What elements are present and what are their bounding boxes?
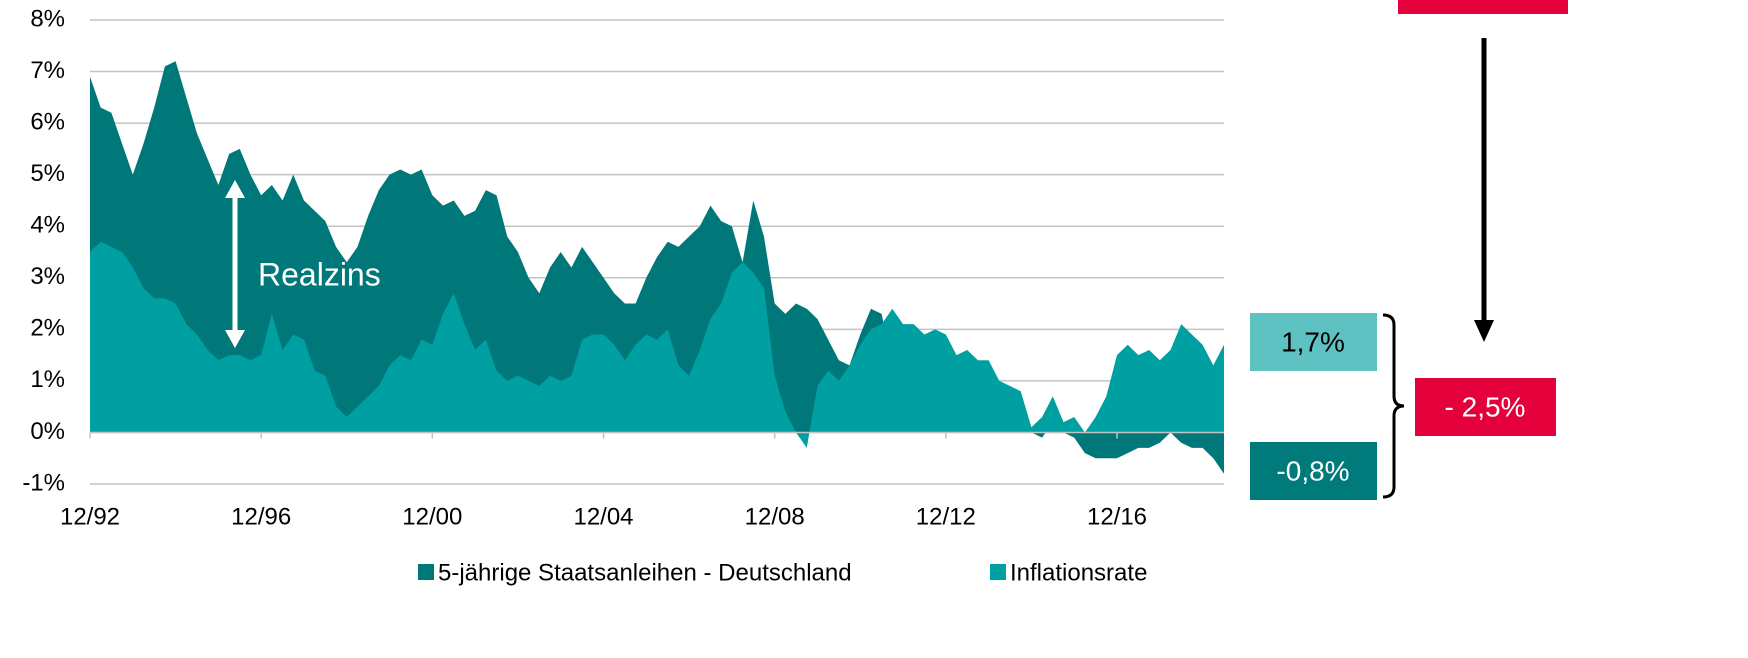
box-real xyxy=(1415,378,1556,436)
y-tick-label: 0% xyxy=(30,418,65,445)
y-tick-label: -1% xyxy=(22,469,65,496)
box-yield xyxy=(1250,442,1377,500)
x-tick-label: 12/08 xyxy=(745,503,805,530)
legend-label: Inflationsrate xyxy=(1010,559,1147,586)
arrow-head xyxy=(225,180,245,198)
box-inflation xyxy=(1250,313,1377,371)
y-tick-label: 1% xyxy=(30,366,65,393)
y-tick-label: 2% xyxy=(30,315,65,342)
y-tick-label: 8% xyxy=(30,5,65,32)
arrow-head xyxy=(1474,320,1494,342)
x-tick-label: 12/12 xyxy=(916,503,976,530)
legend-swatch xyxy=(990,564,1006,580)
area xyxy=(90,241,1224,448)
y-tick-label: 5% xyxy=(30,160,65,187)
box-real-label: - 2,5% xyxy=(1445,391,1526,422)
x-tick-label: 12/00 xyxy=(402,503,462,530)
brace xyxy=(1382,313,1405,499)
legend-swatch xyxy=(418,564,434,580)
x-tick-label: 12/96 xyxy=(231,503,291,530)
y-tick-label: 6% xyxy=(30,108,65,135)
plot: -1% 0% 1% 2% 3% 4% 5% 6% 7% 8% 12/92 12/96 12/00 12/0… xyxy=(22,5,1224,530)
red-box-top xyxy=(1398,0,1568,14)
y-tick-label: 3% xyxy=(30,263,65,290)
y-tick-label: 4% xyxy=(30,212,65,239)
annotation: Realzins xyxy=(258,256,381,292)
area xyxy=(90,61,1224,474)
x-tick-label: 12/92 xyxy=(60,503,120,530)
arrow-head xyxy=(225,330,245,348)
x-tick-label: 12/04 xyxy=(573,503,633,530)
y-tick-label: 7% xyxy=(30,57,65,84)
legend-label: 5-jährige Staatsanleihen - Deutschland xyxy=(438,559,852,586)
box-yield-label: -0,8% xyxy=(1276,455,1349,486)
box-inflation-label: 1,7% xyxy=(1281,326,1345,357)
x-tick-label: 12/16 xyxy=(1087,503,1147,530)
